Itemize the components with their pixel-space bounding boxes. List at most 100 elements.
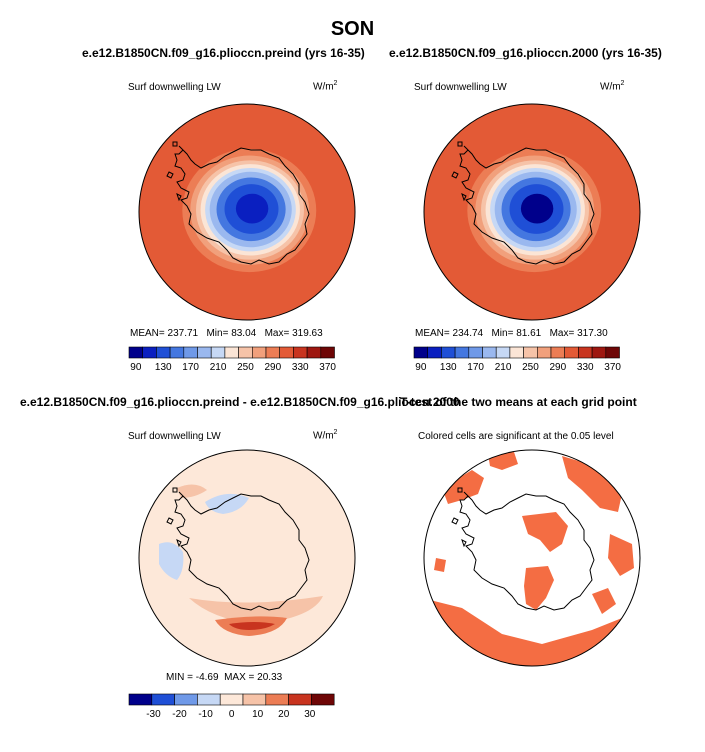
colorbar-tick-label: 330: [292, 362, 309, 373]
field-layer: [424, 104, 640, 320]
colorbar-box: [238, 346, 253, 359]
diff-negative-patch: [159, 542, 184, 580]
map-boundary: [138, 449, 356, 667]
colorbar-tick-label: 10: [252, 709, 264, 720]
colorbar-box: [454, 346, 470, 359]
colorbar-box: [427, 346, 442, 359]
polar-map-difference: [138, 449, 356, 667]
polar-map-preind: [138, 103, 356, 321]
colorbar-box: [279, 346, 294, 359]
panel-title-difference: e.e12.B1850CN.f09_g16.plioccn.preind - e…: [20, 395, 460, 409]
diff-max-core: [229, 622, 275, 630]
colorbar-box: [482, 346, 497, 359]
panel-title-ttest: T-test of the two means at each grid poi…: [400, 395, 637, 409]
colorbar-box: [128, 346, 143, 359]
colorbar-tick-label: 210: [210, 362, 227, 373]
colorbar-box: [174, 693, 198, 706]
colorbar-box: [156, 346, 171, 359]
colorbar-box: [306, 346, 322, 359]
colorbar-box: [441, 346, 456, 359]
colorbar-difference: -30 -20 -10 0 10 20 30: [128, 693, 335, 720]
value-ring: [235, 193, 269, 224]
significant-region: [562, 456, 622, 512]
colorbar-box: [142, 346, 157, 359]
colorbar-box: [224, 346, 239, 359]
colorbar-2000: 90 130 170 210 250 290 330 370: [413, 346, 621, 373]
island-outline: [166, 517, 174, 525]
colorbar-box: [495, 346, 511, 359]
colorbar-tick-label: 210: [495, 362, 512, 373]
antarctica-coastline: [174, 491, 310, 611]
colorbar-box: [210, 346, 226, 359]
colorbar-box: [564, 346, 579, 359]
units-label-2000: W/m2: [600, 80, 625, 93]
island-outline: [172, 141, 178, 147]
significance-note: Colored cells are significant at the 0.0…: [418, 431, 614, 442]
colorbar-box: [242, 693, 267, 706]
colorbar-tick-label: 90: [130, 362, 142, 373]
colorbar-box: [523, 346, 538, 359]
island-outline: [451, 517, 459, 525]
island-outline: [176, 193, 182, 202]
colorbar-tick-label: 370: [604, 362, 621, 373]
colorbar-box: [128, 693, 153, 706]
polar-map-ttest: [423, 449, 641, 667]
colorbar-box: [265, 693, 289, 706]
figure-title: SON: [330, 18, 375, 40]
island-outline: [461, 539, 467, 548]
map-boundary: [423, 449, 641, 667]
panel-title-2000: e.e12.B1850CN.f09_g16.plioccn.2000 (yrs …: [389, 46, 662, 60]
colorbar-box: [197, 346, 212, 359]
colorbar-box: [288, 693, 312, 706]
variable-label-difference: Surf downwelling LW: [128, 431, 221, 442]
island-outline: [457, 141, 463, 147]
colorbar-box: [605, 346, 620, 359]
island-outline: [166, 171, 174, 179]
colorbar-tick-label: 290: [265, 362, 282, 373]
stats-line-preind: MEAN= 237.71 Min= 83.04 Max= 319.63: [130, 328, 323, 339]
colorbar-tick-label: 370: [319, 362, 336, 373]
stats-line-difference: MIN = -4.69 MAX = 20.33: [166, 672, 283, 683]
stats-line-2000: MEAN= 234.74 Min= 81.61 Max= 317.30: [415, 328, 608, 339]
colorbar-box: [219, 693, 244, 706]
significant-region: [608, 534, 634, 576]
colorbar-tick-label: 330: [577, 362, 594, 373]
colorbar-tick-label: -20: [172, 709, 187, 720]
island-outline: [451, 171, 459, 179]
colorbar-tick-label: 130: [440, 362, 457, 373]
diff-negative-patch: [205, 493, 249, 514]
units-label-difference: W/m2: [313, 429, 338, 442]
island-outline: [172, 487, 178, 493]
colorbar-box: [293, 346, 308, 359]
colorbar-box: [468, 346, 483, 359]
colorbar-tick-label: 90: [415, 362, 427, 373]
island-outline: [176, 539, 182, 548]
antarctica-coastline: [174, 145, 310, 265]
colorbar-tick-label: 250: [237, 362, 254, 373]
panel-title-preind: e.e12.B1850CN.f09_g16.plioccn.preind (yr…: [82, 46, 365, 60]
field-layer: [139, 104, 355, 320]
colorbar-tick-label: -10: [198, 709, 213, 720]
variable-label-preind: Surf downwelling LW: [128, 82, 221, 93]
significance-cells: [424, 450, 640, 666]
variable-label-2000: Surf downwelling LW: [414, 82, 507, 93]
colorbar-tick-label: -30: [146, 709, 161, 720]
colorbar-box: [578, 346, 593, 359]
value-ring: [520, 193, 554, 224]
colorbar-tick-label: 250: [522, 362, 539, 373]
colorbar-box: [537, 346, 552, 359]
colorbar-tick-label: 170: [182, 362, 199, 373]
colorbar-box: [252, 346, 267, 359]
island-outline: [461, 193, 467, 202]
units-label-preind: W/m2: [313, 80, 338, 93]
map-boundary: [423, 103, 641, 321]
colorbar-preind: 90 130 170 210 250 290 330 370: [128, 346, 336, 373]
colorbar-tick-label: 20: [278, 709, 290, 720]
significant-region: [592, 588, 616, 614]
colorbar-box: [311, 693, 335, 706]
colorbar-tick-label: 130: [155, 362, 172, 373]
colorbar-tick-label: 30: [304, 709, 316, 720]
colorbar-box: [320, 346, 335, 359]
significant-region: [522, 512, 568, 552]
polar-map-2000: [423, 103, 641, 321]
